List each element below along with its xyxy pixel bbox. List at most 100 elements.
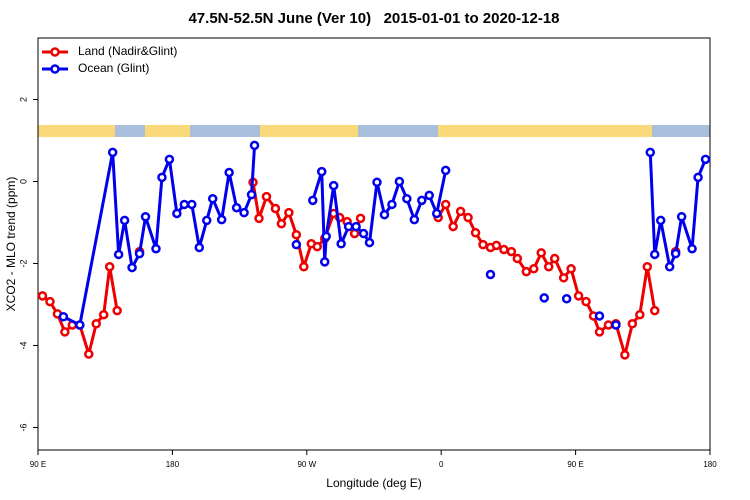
- data-point: [254, 213, 264, 224]
- x-tick-label: 180: [166, 460, 180, 469]
- data-point: [521, 266, 532, 277]
- data-point: [104, 262, 115, 272]
- legend-label: Ocean (Glint): [78, 61, 149, 75]
- chart-title: 47.5N-52.5N June (Ver 10) 2015-01-01 to …: [188, 10, 559, 27]
- data-point: [358, 228, 369, 239]
- data-point: [316, 166, 327, 177]
- data-point: [642, 262, 653, 272]
- data-point: [594, 311, 605, 321]
- data-point: [355, 213, 366, 224]
- data-point: [543, 262, 554, 272]
- data-point: [58, 312, 69, 322]
- data-point: [113, 249, 124, 260]
- series-line: [62, 145, 707, 327]
- data-point: [558, 273, 569, 283]
- x-tick-label: 180: [703, 460, 717, 469]
- data-point: [379, 209, 390, 220]
- data-point: [561, 293, 572, 304]
- data-point: [276, 218, 287, 229]
- data-point: [45, 296, 55, 307]
- data-point: [246, 189, 257, 200]
- land-mask-strip: [38, 125, 710, 137]
- data-point: [321, 231, 331, 242]
- data-point: [529, 264, 539, 274]
- y-tick-label: -2: [18, 259, 28, 267]
- x-axis-label: Longitude (deg E): [326, 476, 421, 490]
- data-point: [463, 212, 473, 223]
- legend-marker: [50, 64, 60, 74]
- data-point: [249, 140, 260, 151]
- data-point: [700, 154, 711, 165]
- data-point: [312, 241, 323, 252]
- data-point: [655, 215, 666, 226]
- data-point: [216, 214, 227, 225]
- x-tick-label: 90 E: [30, 460, 46, 469]
- data-point: [627, 318, 638, 329]
- data-point: [194, 242, 205, 253]
- data-point: [539, 293, 549, 303]
- data-point: [566, 264, 576, 274]
- data-point: [308, 195, 318, 206]
- data-point: [291, 239, 302, 250]
- data-point: [499, 244, 509, 255]
- data-point: [239, 207, 249, 218]
- data-point: [455, 206, 466, 217]
- data-point: [440, 165, 451, 176]
- data-point: [134, 248, 145, 259]
- data-point: [336, 239, 346, 249]
- y-axis-label: XCO2 - MLO trend (ppm): [4, 177, 18, 312]
- data-point: [645, 147, 656, 158]
- data-point: [207, 193, 218, 204]
- data-point: [485, 269, 496, 280]
- data-point: [224, 167, 234, 178]
- data-point: [424, 190, 435, 201]
- data-point: [573, 291, 584, 301]
- data-point: [364, 237, 375, 248]
- data-point: [512, 253, 523, 264]
- data-point: [112, 305, 122, 316]
- data-point: [75, 320, 85, 330]
- data-point: [151, 243, 161, 254]
- data-point: [670, 248, 681, 259]
- data-point: [84, 349, 94, 359]
- data-point: [328, 180, 339, 191]
- data-point: [687, 243, 697, 254]
- x-tick-label: 90 W: [297, 460, 316, 469]
- data-point: [693, 172, 703, 183]
- data-point: [594, 327, 605, 337]
- data-point: [351, 221, 361, 232]
- y-tick-label: 2: [18, 97, 28, 102]
- data-point: [478, 239, 488, 250]
- y-tick-label: -6: [18, 423, 28, 431]
- x-tick-label: 0: [439, 460, 444, 469]
- data-point: [549, 253, 560, 264]
- data-point: [417, 195, 427, 206]
- data-point: [611, 320, 621, 330]
- data-point: [603, 320, 614, 330]
- data-point: [372, 177, 382, 188]
- y-tick-label: -4: [18, 341, 28, 349]
- data-point: [394, 176, 405, 187]
- x-tick-label: 90 E: [567, 460, 583, 469]
- data-point: [299, 262, 309, 272]
- data-point: [440, 199, 451, 210]
- data-point: [179, 199, 190, 210]
- data-point: [343, 221, 354, 232]
- legend-label: Land (Nadir&Glint): [78, 44, 177, 58]
- data-point: [319, 257, 330, 267]
- data-point: [431, 208, 442, 219]
- data-point: [201, 215, 212, 226]
- series-line: [42, 182, 675, 355]
- plot-frame: [37, 37, 711, 451]
- data-point: [140, 211, 151, 222]
- data-point: [37, 291, 48, 301]
- data-point: [270, 203, 281, 214]
- y-tick-label: 0: [18, 179, 28, 184]
- data-point: [649, 249, 660, 260]
- data-point: [664, 262, 675, 272]
- legend-marker: [50, 47, 60, 57]
- data-point: [387, 199, 397, 210]
- data-point: [470, 227, 481, 238]
- data-point: [448, 221, 458, 232]
